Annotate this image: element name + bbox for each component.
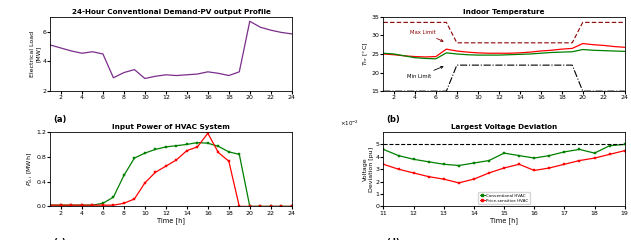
Y-axis label: Voltage
Deviation [pu]: Voltage Deviation [pu] bbox=[363, 147, 374, 192]
Title: Input Power of HVAC System: Input Power of HVAC System bbox=[112, 124, 230, 130]
Conventional HVAC bbox=[575, 148, 583, 151]
Text: (c): (c) bbox=[53, 238, 66, 240]
Text: Min Limit: Min Limit bbox=[406, 66, 443, 79]
Price-sensitive HVAC bbox=[395, 168, 403, 171]
Text: (a): (a) bbox=[53, 115, 66, 124]
Price-sensitive HVAC bbox=[485, 172, 493, 174]
Conventional HVAC bbox=[440, 163, 447, 166]
Price-sensitive HVAC bbox=[455, 181, 463, 184]
Price-sensitive HVAC bbox=[425, 175, 432, 178]
Conventional HVAC bbox=[621, 143, 628, 146]
Conventional HVAC bbox=[560, 150, 568, 153]
Conventional HVAC bbox=[591, 152, 598, 155]
Conventional HVAC bbox=[546, 154, 553, 157]
Price-sensitive HVAC bbox=[410, 172, 417, 174]
Conventional HVAC bbox=[395, 154, 403, 157]
Text: Max Limit: Max Limit bbox=[410, 30, 443, 41]
Conventional HVAC bbox=[485, 159, 493, 162]
Title: 24-Hour Conventional Demand-PV output Profile: 24-Hour Conventional Demand-PV output Pr… bbox=[72, 9, 271, 15]
Conventional HVAC bbox=[470, 162, 478, 164]
Conventional HVAC bbox=[531, 157, 538, 160]
Price-sensitive HVAC bbox=[546, 167, 553, 169]
Line: Conventional HVAC: Conventional HVAC bbox=[382, 143, 626, 167]
Conventional HVAC bbox=[410, 158, 417, 161]
Conventional HVAC bbox=[516, 154, 523, 157]
Y-axis label: $T_{hr}$ [°C]: $T_{hr}$ [°C] bbox=[361, 42, 370, 66]
Conventional HVAC bbox=[380, 148, 387, 151]
Price-sensitive HVAC bbox=[531, 169, 538, 172]
Line: Price-sensitive HVAC: Price-sensitive HVAC bbox=[382, 149, 626, 184]
Price-sensitive HVAC bbox=[575, 159, 583, 162]
Text: (d): (d) bbox=[386, 238, 399, 240]
X-axis label: Time [h]: Time [h] bbox=[490, 217, 518, 224]
Text: $\times10^{-2}$: $\times10^{-2}$ bbox=[340, 118, 359, 128]
Conventional HVAC bbox=[425, 160, 432, 163]
Price-sensitive HVAC bbox=[470, 178, 478, 180]
Price-sensitive HVAC bbox=[606, 153, 613, 156]
Y-axis label: Electrical Load
[MW]: Electrical Load [MW] bbox=[30, 31, 41, 77]
Conventional HVAC bbox=[455, 164, 463, 167]
Price-sensitive HVAC bbox=[591, 157, 598, 160]
Conventional HVAC bbox=[606, 144, 613, 147]
Text: (b): (b) bbox=[386, 115, 399, 124]
Price-sensitive HVAC bbox=[500, 167, 508, 169]
Title: Indoor Temperature: Indoor Temperature bbox=[463, 9, 545, 15]
Y-axis label: $P_{d,i}^{i}$ [MWh]: $P_{d,i}^{i}$ [MWh] bbox=[25, 152, 35, 186]
Price-sensitive HVAC bbox=[621, 149, 628, 152]
Price-sensitive HVAC bbox=[380, 163, 387, 166]
Price-sensitive HVAC bbox=[516, 163, 523, 166]
Legend: Conventional HVAC, Price-sensitive HVAC: Conventional HVAC, Price-sensitive HVAC bbox=[478, 192, 530, 204]
Title: Largest Voltage Deviation: Largest Voltage Deviation bbox=[451, 124, 557, 130]
Price-sensitive HVAC bbox=[560, 163, 568, 166]
X-axis label: Time [h]: Time [h] bbox=[157, 217, 185, 224]
Conventional HVAC bbox=[500, 152, 508, 155]
Price-sensitive HVAC bbox=[440, 178, 447, 180]
